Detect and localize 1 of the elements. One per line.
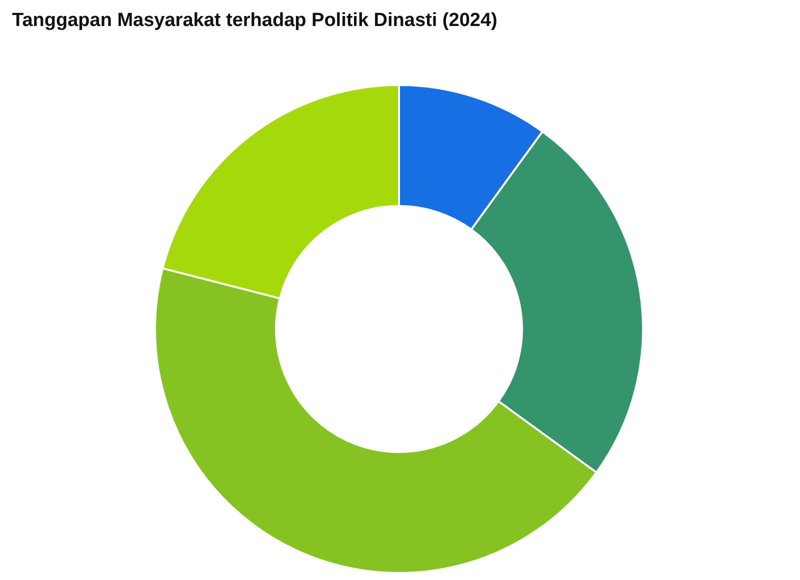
chart-title: Tanggapan Masyarakat terhadap Politik Dinasti (2024) <box>12 10 498 32</box>
